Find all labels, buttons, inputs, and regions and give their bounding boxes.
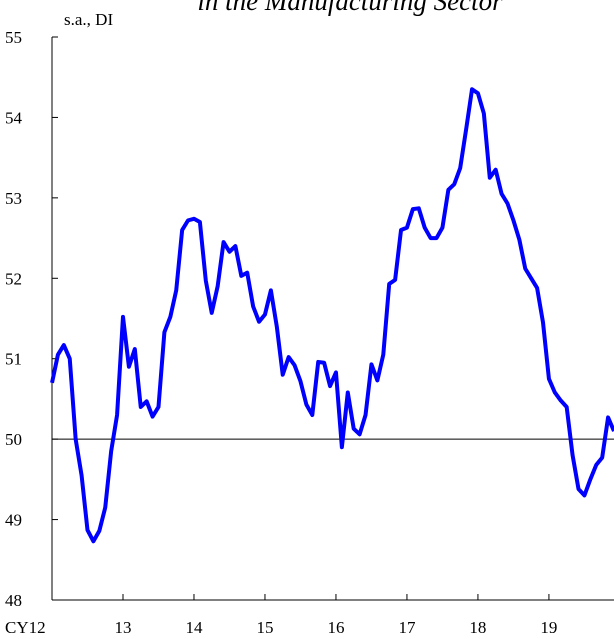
- y-axis-label: s.a., DI: [64, 10, 113, 29]
- x-tick-label: 16: [327, 618, 344, 637]
- y-tick-label: 51: [5, 350, 22, 369]
- x-tick-label: 18: [469, 618, 486, 637]
- x-tick-label: 15: [256, 618, 273, 637]
- y-tick-label: 55: [5, 28, 22, 47]
- series-line: [50, 87, 614, 544]
- y-tick-label: 50: [5, 430, 22, 449]
- y-tick-label: 52: [5, 269, 22, 288]
- x-tick-label: 13: [114, 618, 131, 637]
- x-tick-label: CY12: [5, 618, 46, 637]
- x-tick-label: 14: [185, 618, 203, 637]
- y-tick-label: 49: [5, 511, 22, 530]
- chart-title: in the Manufacturing Sector: [197, 0, 503, 16]
- x-tick-label: 19: [540, 618, 557, 637]
- y-tick-label: 53: [5, 189, 22, 208]
- x-tick-label: 17: [398, 618, 416, 637]
- y-tick-label: 54: [5, 108, 23, 127]
- y-tick-label: 48: [5, 591, 22, 610]
